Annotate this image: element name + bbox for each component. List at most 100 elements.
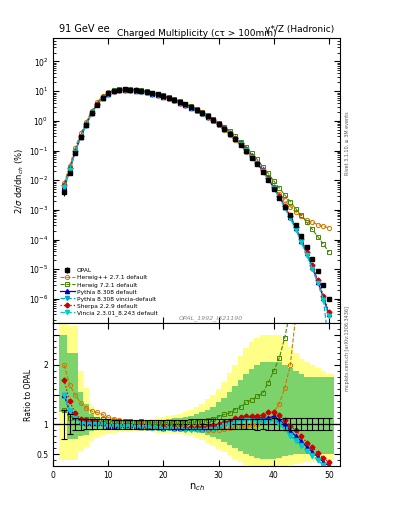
Sherpa 2.2.9 default <box>260 167 265 173</box>
Sherpa 2.2.9 default <box>123 87 127 93</box>
Pythia 8.308 default <box>134 88 138 94</box>
Herwig++ 2.7.1 default <box>128 86 133 92</box>
Herwig++ 2.7.1 default <box>316 222 320 228</box>
Herwig 7.2.1 default <box>134 87 138 93</box>
Vincia 2.3.01_8.243 default <box>272 185 276 191</box>
Herwig++ 2.7.1 default <box>73 145 77 151</box>
Pythia 8.308 vincia-default <box>111 88 116 94</box>
Pythia 8.308 default <box>272 184 276 190</box>
Y-axis label: 2/$\sigma$ d$\sigma$/dn$_{ch}$ (%): 2/$\sigma$ d$\sigma$/dn$_{ch}$ (%) <box>13 148 26 214</box>
Herwig++ 2.7.1 default <box>305 217 309 223</box>
Herwig++ 2.7.1 default <box>84 119 88 125</box>
Sherpa 2.2.9 default <box>238 140 243 146</box>
Herwig++ 2.7.1 default <box>100 93 105 99</box>
Herwig 7.2.1 default <box>73 149 77 155</box>
Sherpa 2.2.9 default <box>288 213 293 219</box>
Vincia 2.3.01_8.243 default <box>255 161 259 167</box>
Vincia 2.3.01_8.243 default <box>288 215 293 221</box>
Sherpa 2.2.9 default <box>78 133 83 139</box>
Vincia 2.3.01_8.243 default <box>316 280 320 286</box>
Herwig 7.2.1 default <box>84 121 88 127</box>
Herwig 7.2.1 default <box>277 185 282 191</box>
Vincia 2.3.01_8.243 default <box>321 296 326 303</box>
Vincia 2.3.01_8.243 default <box>222 126 226 132</box>
Pythia 8.308 vincia-default <box>150 91 155 97</box>
Pythia 8.308 vincia-default <box>321 296 326 303</box>
Herwig 7.2.1 default <box>238 139 243 145</box>
Sherpa 2.2.9 default <box>67 165 72 172</box>
Herwig 7.2.1 default <box>260 163 265 169</box>
Vincia 2.3.01_8.243 default <box>305 252 309 258</box>
Herwig++ 2.7.1 default <box>62 180 66 186</box>
Pythia 8.308 vincia-default <box>84 122 88 128</box>
Pythia 8.308 vincia-default <box>95 101 99 108</box>
Pythia 8.308 vincia-default <box>222 126 226 132</box>
Herwig++ 2.7.1 default <box>161 93 166 99</box>
Pythia 8.308 default <box>299 238 304 244</box>
Herwig 7.2.1 default <box>194 106 199 112</box>
Vincia 2.3.01_8.243 default <box>145 90 149 96</box>
Vincia 2.3.01_8.243 default <box>194 108 199 114</box>
Pythia 8.308 default <box>62 184 66 190</box>
Herwig++ 2.7.1 default <box>183 102 188 108</box>
Pythia 8.308 vincia-default <box>73 149 77 155</box>
Vincia 2.3.01_8.243 default <box>216 122 221 128</box>
Herwig 7.2.1 default <box>310 226 315 232</box>
Text: γ*/Z (Hadronic): γ*/Z (Hadronic) <box>265 25 334 34</box>
Herwig 7.2.1 default <box>89 109 94 115</box>
Sherpa 2.2.9 default <box>172 97 177 103</box>
Pythia 8.308 vincia-default <box>272 185 276 191</box>
Pythia 8.308 vincia-default <box>161 94 166 100</box>
Text: Rivet 3.1.10, ≥ 3M events: Rivet 3.1.10, ≥ 3M events <box>345 112 350 175</box>
X-axis label: n$_{ch}$: n$_{ch}$ <box>189 481 204 493</box>
Pythia 8.308 vincia-default <box>244 147 248 153</box>
Pythia 8.308 default <box>321 295 326 301</box>
Pythia 8.308 vincia-default <box>227 131 232 137</box>
Pythia 8.308 vincia-default <box>134 88 138 94</box>
Vincia 2.3.01_8.243 default <box>283 204 287 210</box>
Line: Pythia 8.308 vincia-default: Pythia 8.308 vincia-default <box>62 88 331 348</box>
Herwig 7.2.1 default <box>167 94 171 100</box>
Sherpa 2.2.9 default <box>178 99 182 105</box>
Vincia 2.3.01_8.243 default <box>172 98 177 104</box>
Pythia 8.308 default <box>189 104 193 111</box>
Vincia 2.3.01_8.243 default <box>78 134 83 140</box>
Vincia 2.3.01_8.243 default <box>277 195 282 201</box>
Sherpa 2.2.9 default <box>194 107 199 113</box>
Herwig++ 2.7.1 default <box>283 197 287 203</box>
Pythia 8.308 default <box>89 110 94 116</box>
Herwig 7.2.1 default <box>227 129 232 135</box>
Sherpa 2.2.9 default <box>283 203 287 209</box>
Herwig++ 2.7.1 default <box>238 142 243 148</box>
Sherpa 2.2.9 default <box>189 104 193 111</box>
Sherpa 2.2.9 default <box>95 101 99 107</box>
Vincia 2.3.01_8.243 default <box>178 100 182 106</box>
Sherpa 2.2.9 default <box>100 94 105 100</box>
Sherpa 2.2.9 default <box>222 125 226 132</box>
Vincia 2.3.01_8.243 default <box>89 110 94 116</box>
Vincia 2.3.01_8.243 default <box>294 226 298 232</box>
Line: Sherpa 2.2.9 default: Sherpa 2.2.9 default <box>62 88 331 314</box>
Sherpa 2.2.9 default <box>211 117 215 123</box>
Herwig++ 2.7.1 default <box>172 97 177 103</box>
Pythia 8.308 vincia-default <box>194 108 199 114</box>
Sherpa 2.2.9 default <box>111 88 116 94</box>
Pythia 8.308 vincia-default <box>255 161 259 167</box>
Text: OPAL_1992_I321190: OPAL_1992_I321190 <box>179 315 243 321</box>
Vincia 2.3.01_8.243 default <box>205 114 210 120</box>
Sherpa 2.2.9 default <box>183 102 188 108</box>
Sherpa 2.2.9 default <box>84 121 88 127</box>
Herwig++ 2.7.1 default <box>277 190 282 197</box>
Herwig++ 2.7.1 default <box>260 168 265 175</box>
Sherpa 2.2.9 default <box>200 110 204 116</box>
Herwig++ 2.7.1 default <box>139 88 144 94</box>
Herwig 7.2.1 default <box>272 178 276 184</box>
Vincia 2.3.01_8.243 default <box>84 122 88 128</box>
Herwig 7.2.1 default <box>200 109 204 115</box>
Pythia 8.308 vincia-default <box>200 111 204 117</box>
Herwig++ 2.7.1 default <box>95 99 99 105</box>
Pythia 8.308 vincia-default <box>310 266 315 272</box>
Vincia 2.3.01_8.243 default <box>150 91 155 97</box>
Herwig 7.2.1 default <box>111 87 116 93</box>
Pythia 8.308 vincia-default <box>216 121 221 127</box>
